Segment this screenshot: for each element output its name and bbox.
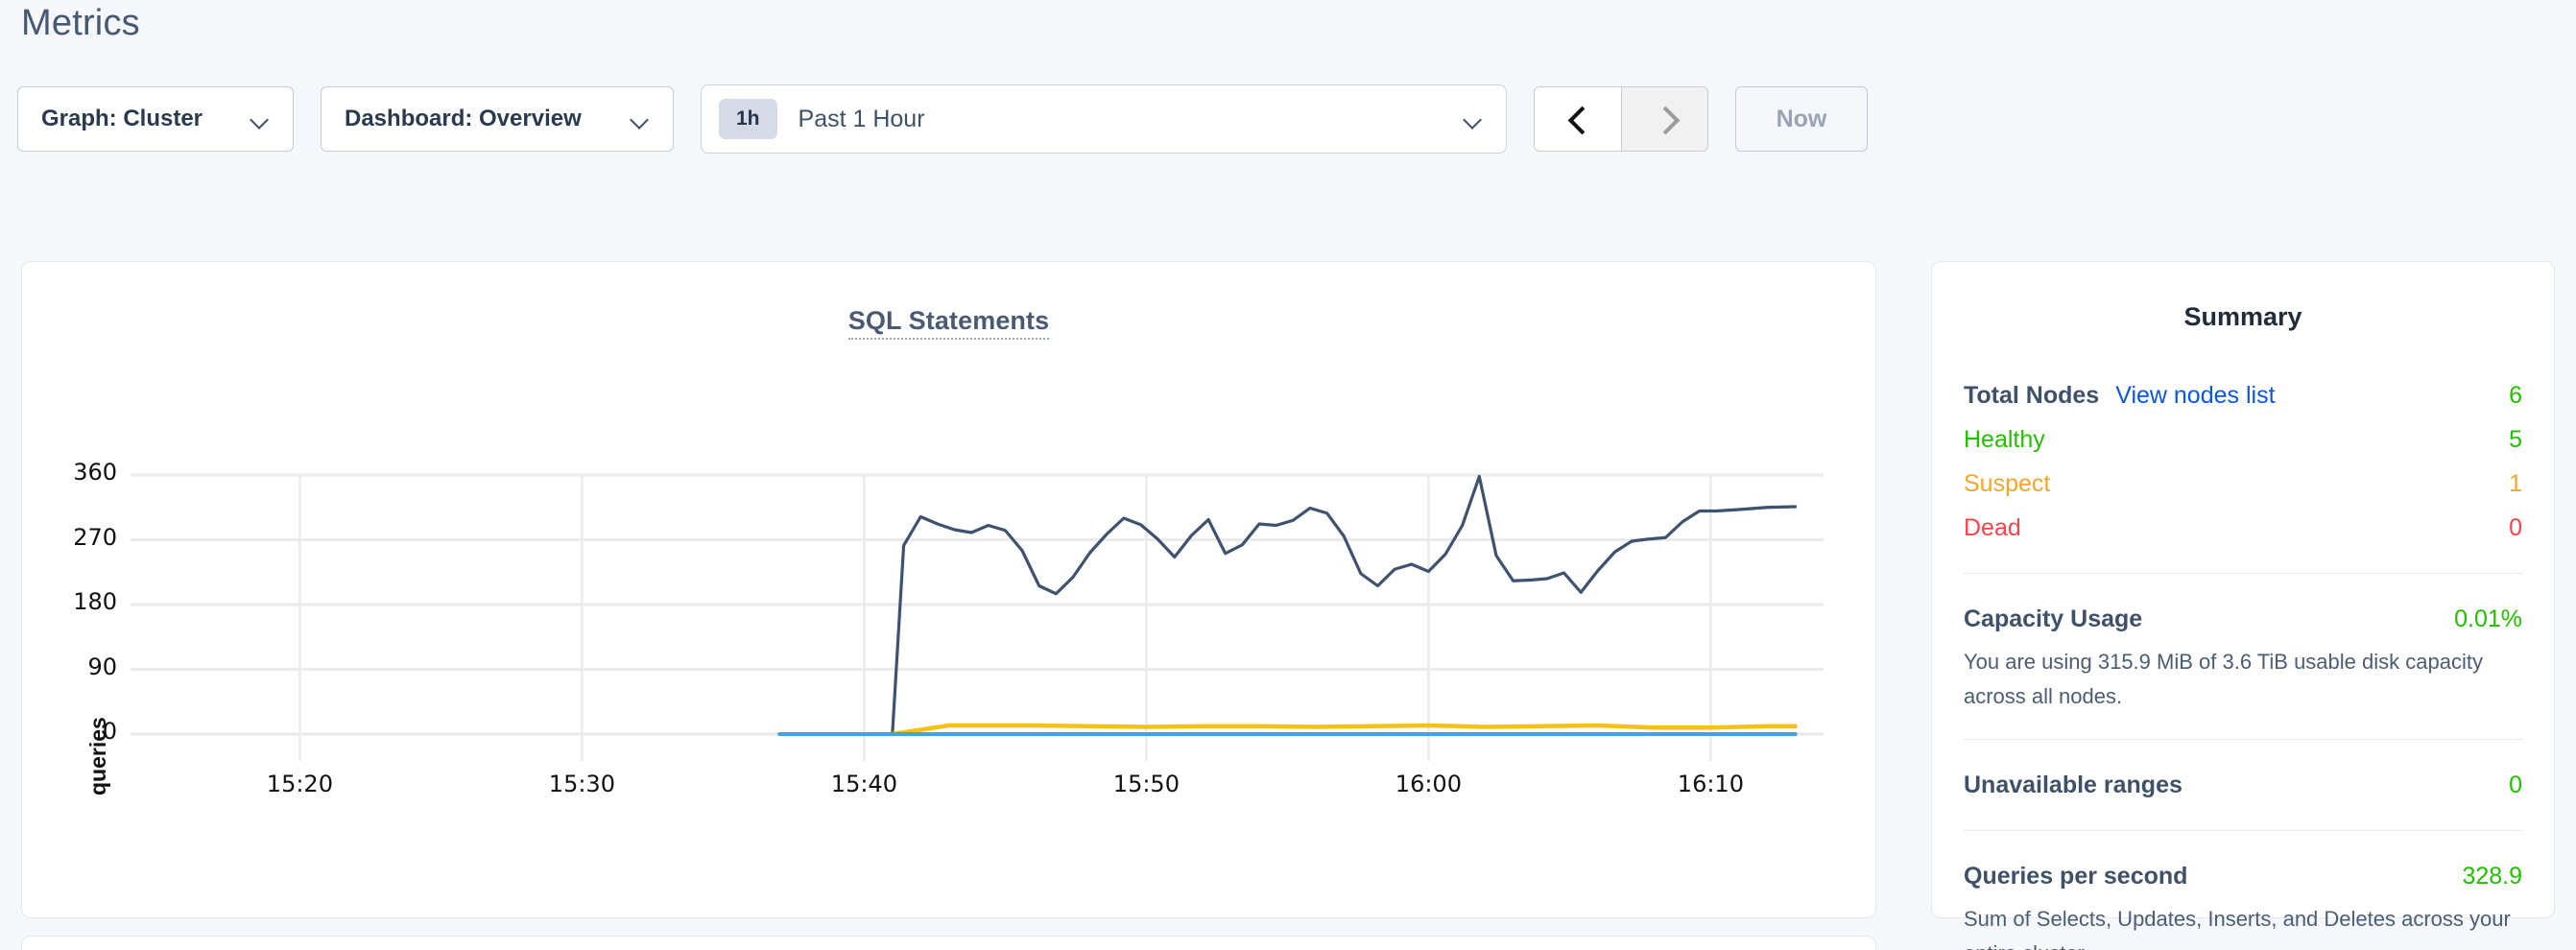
summary-row-dead: Dead 0 — [1964, 508, 2522, 548]
time-nav-group — [1534, 86, 1708, 152]
now-button: Now — [1735, 86, 1868, 152]
divider — [1964, 830, 2522, 831]
dead-value: 0 — [2509, 514, 2522, 541]
chart-x-tick: 15:50 — [1112, 771, 1180, 797]
capacity-usage-value: 0.01% — [2454, 606, 2522, 632]
suspect-label: Suspect — [1964, 470, 2051, 497]
chart-title[interactable]: SQL Statements — [22, 306, 1875, 340]
dashboard-select-dropdown[interactable]: Dashboard: Overview — [321, 86, 674, 152]
summary-row-suspect: Suspect 1 — [1964, 463, 2522, 504]
summary-row-qps: Queries per second 328.9 — [1964, 856, 2522, 896]
chart-x-tick: 16:00 — [1395, 771, 1462, 797]
queries-per-second-label: Queries per second — [1964, 863, 2188, 890]
healthy-label: Healthy — [1964, 426, 2045, 453]
time-range-picker[interactable]: 1h Past 1 Hour — [701, 84, 1507, 154]
time-range-label: Past 1 Hour — [798, 105, 925, 132]
dead-label: Dead — [1964, 514, 2021, 541]
sql-statements-chart-card: SQL Statements queries 0 90 180 270 360 15:20… — [21, 261, 1876, 918]
summary-row-healthy: Healthy 5 — [1964, 419, 2522, 460]
healthy-value: 5 — [2509, 426, 2522, 453]
chart-x-tick: 15:40 — [830, 771, 897, 797]
chart-y-tick: 90 — [87, 653, 117, 680]
chart-title-text: SQL Statements — [847, 306, 1050, 340]
dashboard-select-label: Dashboard: Overview — [345, 106, 582, 131]
chevron-down-icon — [631, 113, 650, 125]
time-prev-button[interactable] — [1535, 87, 1621, 151]
chart-plot-area[interactable]: queries 0 90 180 270 360 15:20 15:30 15:40 15:50… — [22, 262, 1875, 917]
unavailable-ranges-value: 0 — [2509, 772, 2522, 798]
chart-x-tick: 15:30 — [548, 771, 615, 797]
chart-y-tick: 360 — [73, 459, 117, 486]
time-range-badge: 1h — [719, 99, 777, 139]
chart-svg — [131, 473, 1824, 761]
chevron-down-icon — [1464, 113, 1483, 125]
summary-block-unavailable: Unavailable ranges 0 — [1964, 765, 2522, 805]
summary-row-unavailable-ranges: Unavailable ranges 0 — [1964, 765, 2522, 805]
chart-y-tick: 180 — [73, 588, 117, 615]
capacity-usage-label: Capacity Usage — [1964, 606, 2143, 632]
summary-body: Total Nodes View nodes list 6 Healthy 5 … — [1964, 375, 2522, 950]
chevron-left-icon — [1570, 107, 1586, 131]
time-next-button — [1621, 87, 1707, 151]
capacity-usage-description: You are using 315.9 MiB of 3.6 TiB usabl… — [1964, 650, 2483, 708]
divider — [1964, 573, 2522, 574]
divider — [1964, 739, 2522, 740]
page-title: Metrics — [21, 3, 140, 43]
chart-y-tick: 0 — [102, 718, 117, 745]
queries-per-second-description: Sum of Selects, Updates, Inserts, and De… — [1964, 907, 2511, 950]
queries-per-second-value: 328.9 — [2462, 863, 2522, 890]
summary-block-capacity: Capacity Usage 0.01% You are using 315.9… — [1964, 599, 2522, 714]
summary-block-qps: Queries per second 328.9 Sum of Selects,… — [1964, 856, 2522, 950]
graph-select-label: Graph: Cluster — [41, 106, 203, 131]
next-chart-card — [21, 936, 1876, 950]
chevron-down-icon — [250, 113, 270, 125]
suspect-value: 1 — [2509, 470, 2522, 497]
toolbar: Graph: Cluster Dashboard: Overview 1h Pa… — [17, 84, 1868, 154]
summary-row-total-nodes: Total Nodes View nodes list 6 — [1964, 375, 2522, 416]
summary-title: Summary — [2183, 302, 2302, 331]
chart-x-tick: 16:10 — [1677, 771, 1744, 797]
chart-x-tick: 15:20 — [266, 771, 333, 797]
summary-card: Summary Total Nodes View nodes list 6 He… — [1931, 261, 2555, 950]
chevron-right-icon — [1658, 107, 1673, 131]
total-nodes-label: Total Nodes — [1964, 382, 2100, 409]
view-nodes-list-link[interactable]: View nodes list — [2115, 382, 2276, 409]
chart-y-tick: 270 — [73, 523, 117, 551]
unavailable-ranges-label: Unavailable ranges — [1964, 772, 2182, 798]
graph-select-dropdown[interactable]: Graph: Cluster — [17, 86, 294, 152]
summary-row-capacity: Capacity Usage 0.01% — [1964, 599, 2522, 639]
total-nodes-value: 6 — [2509, 382, 2522, 409]
